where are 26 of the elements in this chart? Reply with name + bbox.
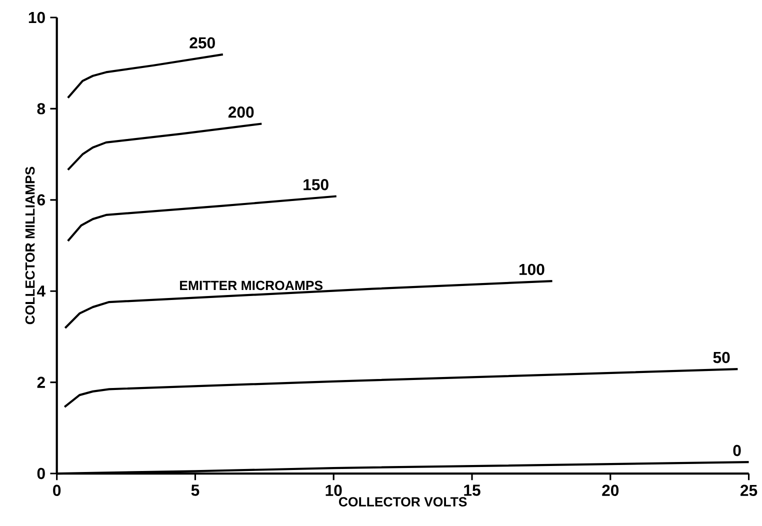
series-label: 50 [713,352,730,363]
x-tick-label: 20 [602,484,619,496]
series-label: 250 [190,37,215,48]
series-label: 100 [519,264,544,275]
y-tick-label: 4 [36,285,46,296]
y-tick-label: 6 [37,194,45,206]
line-series [66,122,263,171]
line-series [66,53,224,99]
x-tick-label: 15 [464,484,480,496]
x-tick-label: 25 [740,484,758,496]
y-axis-title: COLLECTOR MILLIAMPS [25,166,35,324]
annotation: EMITTER MICROAMPS [180,280,323,290]
y-tick-label: 2 [37,376,45,388]
x-axis-title: COLLECTOR VOLTS [338,496,467,506]
y-tick-label: 0 [37,468,45,479]
y-tick-label: 10 [28,12,45,23]
x-tick-label: 0 [53,484,61,496]
line-series [66,195,338,242]
series-label: 150 [304,178,328,190]
line-series [64,368,739,408]
series-label: 200 [228,106,254,118]
line-series [64,280,554,329]
y-tick-label: 8 [37,102,46,114]
series-label: 0 [733,444,741,456]
x-tick-label: 5 [191,484,200,496]
x-tick-label: 10 [326,484,342,496]
